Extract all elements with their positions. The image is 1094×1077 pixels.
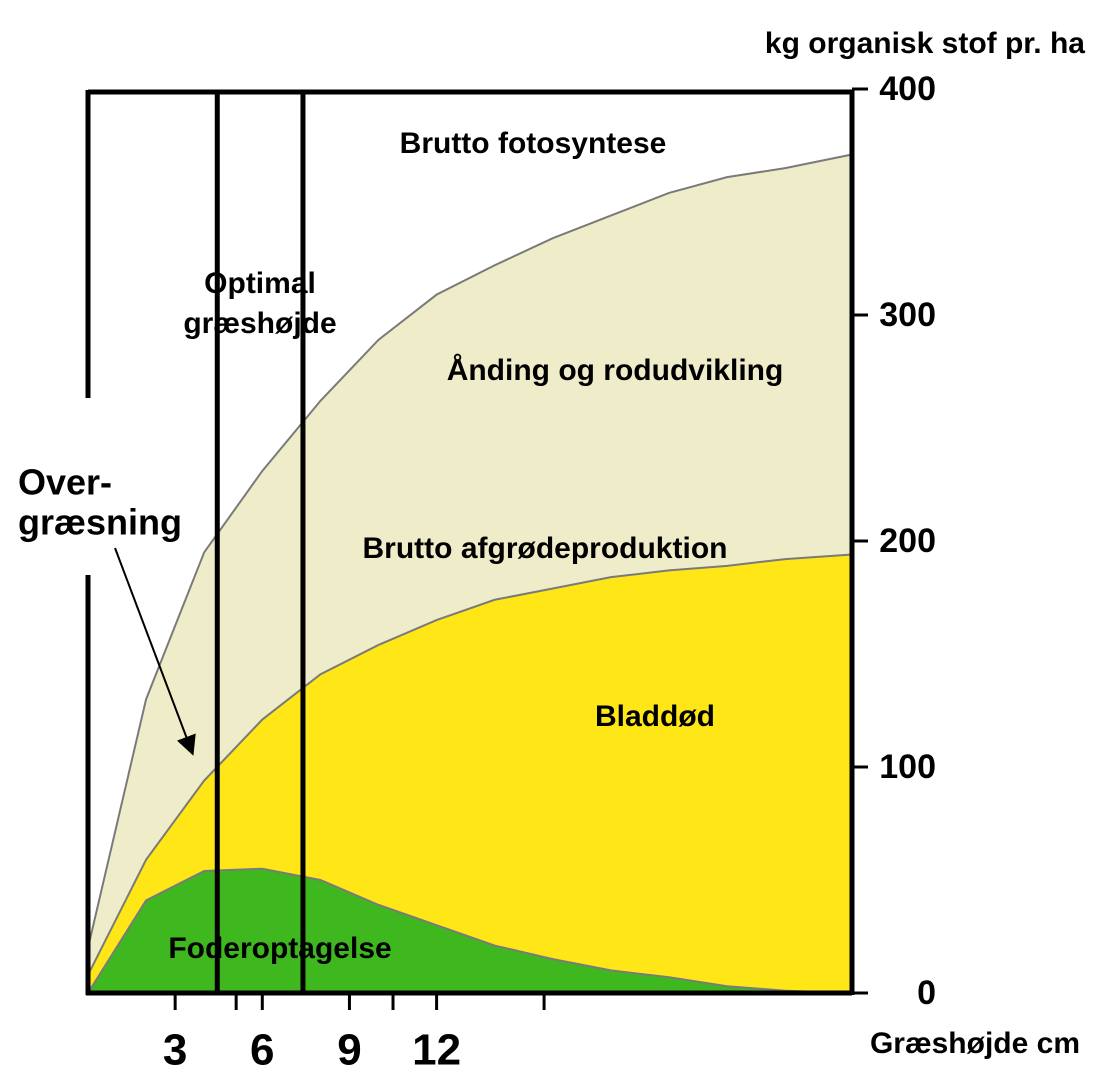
area-label: Foderoptagelse — [168, 932, 391, 965]
annotation: græsning — [18, 502, 182, 543]
areas — [87, 153, 853, 994]
line — [87, 867, 853, 994]
y-tick-label: 400 — [879, 70, 936, 108]
y-axis-title: kg organisk stof pr. ha — [765, 27, 1085, 60]
y-tick-label: 300 — [879, 296, 936, 334]
y-tick-label: 100 — [879, 748, 936, 786]
x-tick-label: 6 — [250, 1026, 274, 1075]
x-tick-label: 12 — [412, 1026, 461, 1075]
annotation: Over- — [18, 462, 112, 503]
x-axis-title: Græshøjde cm — [870, 1027, 1080, 1060]
area — [88, 868, 852, 993]
y-tick-label: 200 — [879, 522, 936, 560]
arrow — [114, 547, 196, 756]
annotation: græshøjde — [183, 307, 336, 340]
x-tick-label: 3 — [163, 1026, 187, 1075]
annotation: Optimal — [204, 267, 316, 300]
area-label: Brutto afgrødeproduktion — [363, 532, 728, 565]
area-label: Brutto fotosyntese — [400, 127, 667, 160]
area-label: Bladdød — [595, 700, 715, 733]
y-tick-label: 0 — [917, 974, 936, 1012]
line — [87, 553, 853, 976]
x-tick-label: 9 — [337, 1026, 361, 1075]
line — [87, 153, 853, 949]
area-label: Ånding og rodudvikling — [447, 354, 784, 387]
